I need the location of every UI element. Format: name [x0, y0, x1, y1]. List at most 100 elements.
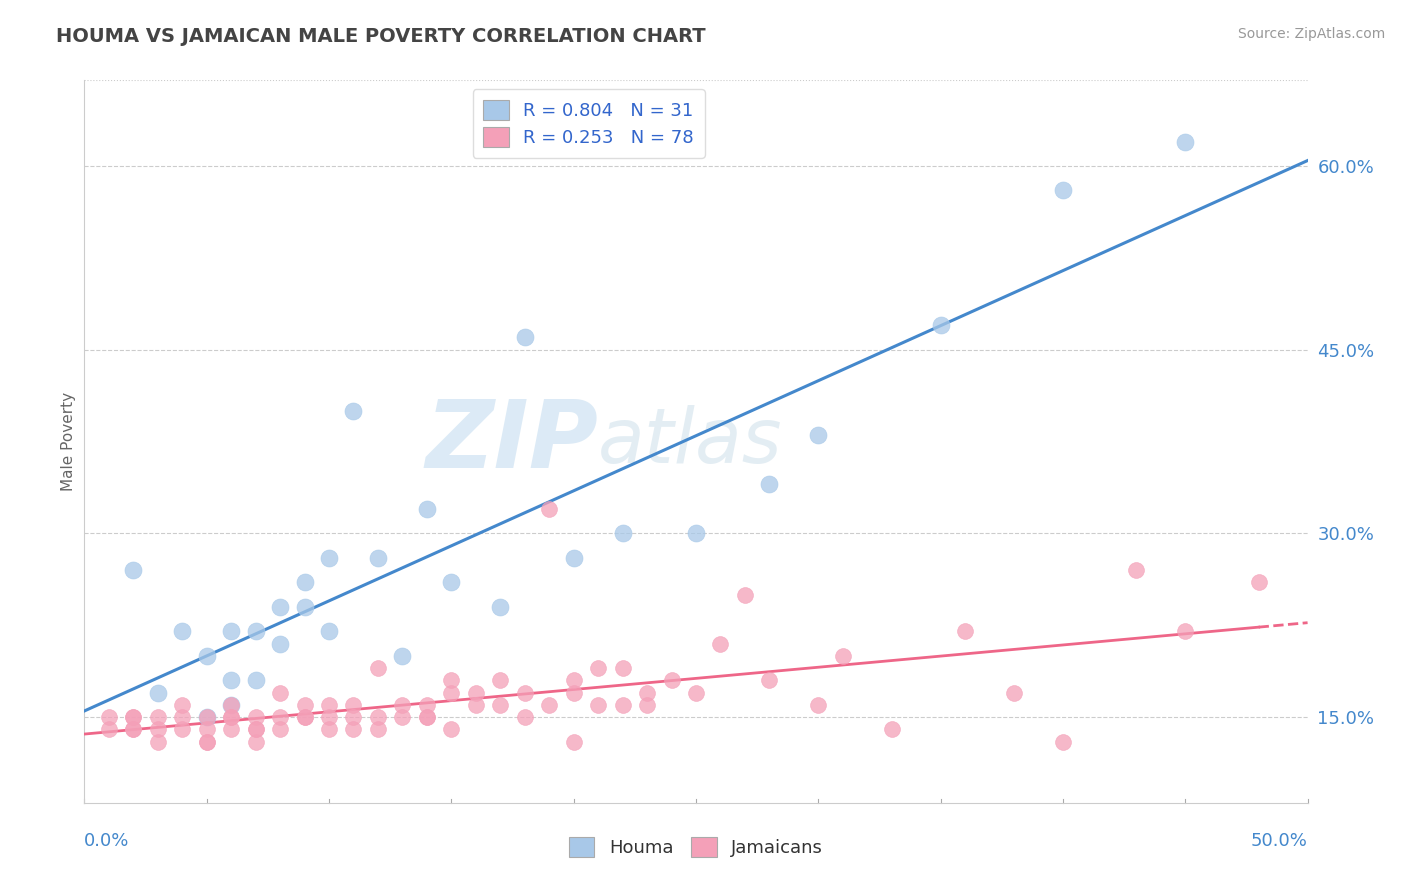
- Point: [367, 723, 389, 737]
- Point: [219, 710, 242, 724]
- Point: [269, 637, 291, 651]
- Point: [219, 723, 242, 737]
- Point: [146, 723, 169, 737]
- Point: [586, 661, 609, 675]
- Point: [195, 734, 218, 748]
- Point: [562, 734, 585, 748]
- Point: [562, 673, 585, 688]
- Point: [831, 648, 853, 663]
- Point: [709, 637, 731, 651]
- Text: atlas: atlas: [598, 405, 783, 478]
- Point: [1002, 685, 1025, 699]
- Point: [538, 698, 561, 712]
- Point: [929, 318, 952, 333]
- Point: [636, 698, 658, 712]
- Point: [294, 698, 316, 712]
- Point: [269, 599, 291, 614]
- Point: [391, 710, 413, 724]
- Point: [318, 698, 340, 712]
- Point: [464, 698, 486, 712]
- Point: [219, 624, 242, 639]
- Point: [464, 685, 486, 699]
- Point: [195, 648, 218, 663]
- Point: [195, 734, 218, 748]
- Point: [245, 624, 267, 639]
- Legend: Houma, Jamaicans: Houma, Jamaicans: [560, 828, 832, 866]
- Point: [586, 698, 609, 712]
- Point: [562, 685, 585, 699]
- Point: [391, 698, 413, 712]
- Point: [685, 526, 707, 541]
- Point: [294, 575, 316, 590]
- Text: ZIP: ZIP: [425, 395, 598, 488]
- Point: [953, 624, 976, 639]
- Text: 0.0%: 0.0%: [84, 831, 129, 850]
- Point: [1247, 575, 1270, 590]
- Y-axis label: Male Poverty: Male Poverty: [60, 392, 76, 491]
- Point: [1052, 734, 1074, 748]
- Point: [245, 723, 267, 737]
- Point: [807, 428, 830, 442]
- Text: 50.0%: 50.0%: [1251, 831, 1308, 850]
- Text: HOUMA VS JAMAICAN MALE POVERTY CORRELATION CHART: HOUMA VS JAMAICAN MALE POVERTY CORRELATI…: [56, 27, 706, 45]
- Point: [636, 685, 658, 699]
- Point: [416, 710, 439, 724]
- Point: [440, 575, 463, 590]
- Point: [513, 710, 536, 724]
- Point: [269, 685, 291, 699]
- Point: [562, 550, 585, 565]
- Point: [318, 723, 340, 737]
- Point: [122, 563, 145, 577]
- Point: [172, 710, 194, 724]
- Point: [685, 685, 707, 699]
- Point: [342, 723, 364, 737]
- Point: [195, 723, 218, 737]
- Point: [97, 723, 120, 737]
- Point: [122, 710, 145, 724]
- Point: [1174, 135, 1197, 149]
- Point: [219, 710, 242, 724]
- Point: [758, 673, 780, 688]
- Point: [318, 710, 340, 724]
- Point: [807, 698, 830, 712]
- Point: [367, 710, 389, 724]
- Point: [122, 723, 145, 737]
- Point: [1125, 563, 1147, 577]
- Point: [367, 550, 389, 565]
- Point: [416, 710, 439, 724]
- Point: [440, 723, 463, 737]
- Point: [612, 661, 634, 675]
- Point: [1052, 184, 1074, 198]
- Point: [1174, 624, 1197, 639]
- Point: [245, 734, 267, 748]
- Point: [245, 723, 267, 737]
- Point: [245, 673, 267, 688]
- Point: [489, 599, 512, 614]
- Point: [513, 685, 536, 699]
- Point: [219, 698, 242, 712]
- Point: [734, 588, 756, 602]
- Point: [367, 661, 389, 675]
- Point: [245, 710, 267, 724]
- Point: [416, 698, 439, 712]
- Point: [122, 710, 145, 724]
- Point: [538, 502, 561, 516]
- Point: [661, 673, 683, 688]
- Point: [269, 723, 291, 737]
- Point: [146, 710, 169, 724]
- Point: [146, 734, 169, 748]
- Point: [172, 698, 194, 712]
- Point: [195, 710, 218, 724]
- Point: [440, 685, 463, 699]
- Point: [416, 502, 439, 516]
- Point: [97, 710, 120, 724]
- Point: [172, 723, 194, 737]
- Point: [294, 710, 316, 724]
- Text: Source: ZipAtlas.com: Source: ZipAtlas.com: [1237, 27, 1385, 41]
- Point: [294, 599, 316, 614]
- Point: [318, 550, 340, 565]
- Point: [489, 698, 512, 712]
- Point: [612, 526, 634, 541]
- Point: [294, 710, 316, 724]
- Point: [612, 698, 634, 712]
